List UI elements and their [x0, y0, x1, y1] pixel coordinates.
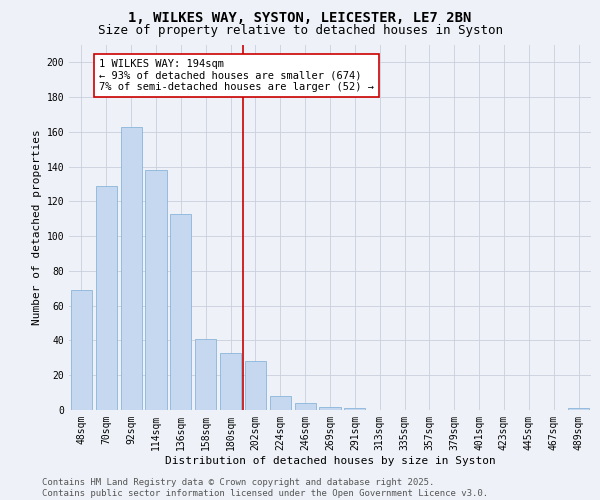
Bar [344, 408, 365, 410]
Bar [319, 406, 341, 410]
Text: 1 WILKES WAY: 194sqm
← 93% of detached houses are smaller (674)
7% of semi-detac: 1 WILKES WAY: 194sqm ← 93% of detached h… [99, 59, 374, 92]
Bar [145, 170, 167, 410]
Bar [568, 408, 589, 410]
Bar [170, 214, 191, 410]
Bar [96, 186, 117, 410]
Bar [270, 396, 291, 410]
Bar [295, 403, 316, 410]
Bar [245, 362, 266, 410]
Bar [121, 126, 142, 410]
Bar [71, 290, 92, 410]
X-axis label: Distribution of detached houses by size in Syston: Distribution of detached houses by size … [164, 456, 496, 466]
Text: 1, WILKES WAY, SYSTON, LEICESTER, LE7 2BN: 1, WILKES WAY, SYSTON, LEICESTER, LE7 2B… [128, 11, 472, 25]
Bar [195, 338, 216, 410]
Y-axis label: Number of detached properties: Number of detached properties [32, 130, 43, 326]
Text: Contains HM Land Registry data © Crown copyright and database right 2025.
Contai: Contains HM Land Registry data © Crown c… [42, 478, 488, 498]
Bar [220, 352, 241, 410]
Text: Size of property relative to detached houses in Syston: Size of property relative to detached ho… [97, 24, 503, 37]
